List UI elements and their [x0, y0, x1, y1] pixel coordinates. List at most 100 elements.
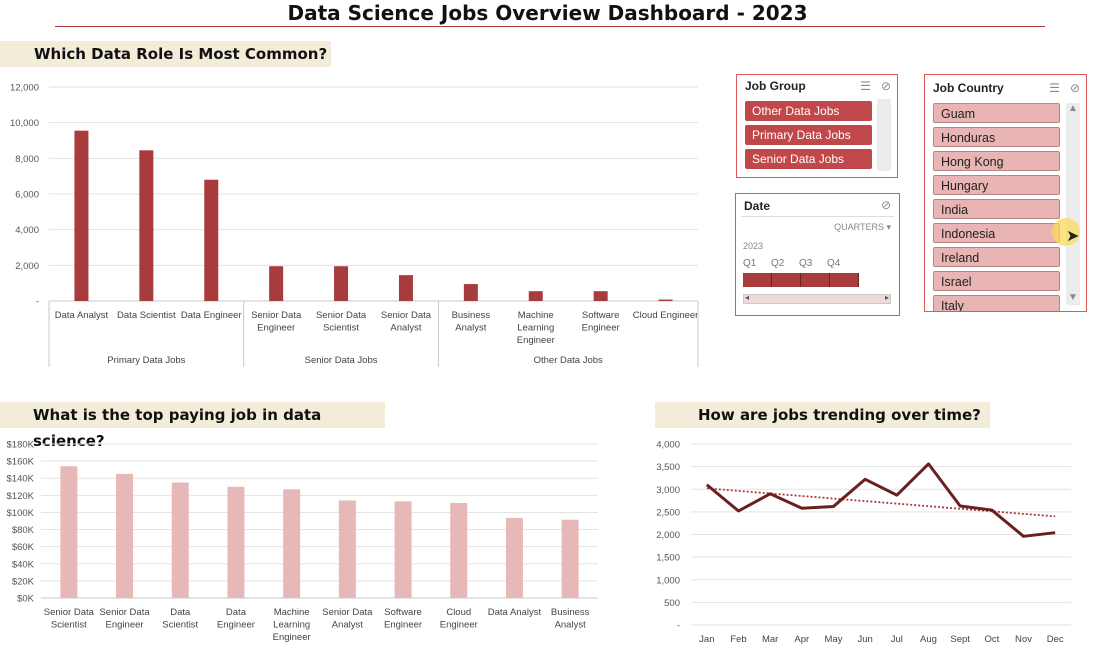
y-tick-label: $20K: [12, 576, 35, 587]
x-tick-label: Cloud Engineer: [633, 310, 699, 321]
y-tick-label: $0K: [17, 594, 35, 605]
y-tick-label: 8,000: [15, 154, 39, 165]
x-tick-label: Data Scientist: [117, 310, 176, 321]
y-tick-label: $140K: [7, 474, 35, 485]
bar: [450, 503, 468, 598]
x-tick-label: May: [825, 634, 843, 645]
x-tick-label: Learning: [273, 620, 310, 631]
x-tick-label: Analyst: [390, 323, 422, 334]
y-tick-label: 12,000: [10, 83, 39, 94]
job-group-slicer[interactable]: Job Group ☰ ⊘ Other Data Jobs Primary Da…: [736, 74, 898, 178]
x-tick-label: Data: [170, 607, 191, 618]
title-underline: [55, 26, 1045, 27]
x-tick-label: Engineer: [582, 323, 620, 334]
date-divider: [741, 216, 894, 217]
scroll-left-icon: ◂: [745, 293, 750, 302]
banner-trend: How are jobs trending over time?: [655, 402, 990, 428]
x-tick-label: Data Analyst: [488, 607, 542, 618]
multi-select-icon[interactable]: ☰: [1049, 81, 1060, 95]
bar: [60, 466, 78, 598]
job-group-item[interactable]: Other Data Jobs: [745, 101, 872, 121]
cursor-highlight: [1052, 218, 1080, 246]
bar: [139, 150, 154, 301]
multi-select-icon[interactable]: ☰: [860, 79, 871, 93]
timeline-scrollbar[interactable]: ◂ ▸: [743, 293, 891, 304]
y-tick-label: $120K: [7, 491, 35, 502]
y-tick-label: $80K: [12, 525, 35, 536]
timeline-selection-bar[interactable]: [743, 273, 859, 287]
bar: [171, 482, 189, 598]
x-tick-label: Software: [582, 310, 620, 321]
x-tick-label: Oct: [984, 634, 999, 645]
x-tick-label: Learning: [517, 323, 554, 334]
job-group-item[interactable]: Primary Data Jobs: [745, 125, 872, 145]
scroll-down-icon: ▼: [1068, 292, 1078, 303]
x-tick-label: Analyst: [455, 323, 487, 334]
timeline-year: 2023: [743, 241, 764, 251]
clear-filter-icon[interactable]: ⊘: [880, 198, 891, 212]
job-country-item[interactable]: Hungary: [933, 175, 1060, 195]
bar: [283, 489, 301, 598]
bar: [398, 275, 413, 301]
x-tick-label: Apr: [794, 634, 809, 645]
x-tick-label: Jul: [891, 634, 903, 645]
bar: [74, 130, 89, 301]
x-tick-label: Analyst: [555, 620, 587, 631]
y-tick-label: 10,000: [10, 118, 39, 129]
bar: [658, 299, 673, 301]
banner-most-common: Which Data Role Is Most Common?: [0, 41, 331, 67]
x-tick-label: Engineer: [517, 335, 555, 346]
clear-filter-icon[interactable]: ⊘: [880, 79, 891, 93]
x-tick-label: Senior Data: [251, 310, 302, 321]
x-tick-label: Feb: [730, 634, 746, 645]
job-country-item[interactable]: Israel: [933, 271, 1060, 291]
date-timeline-slicer[interactable]: Date ⊘ QUARTERS ▾ 2023 Q1 Q2 Q3 Q4 ◂ ▸: [735, 193, 900, 316]
x-tick-label: Data Engineer: [181, 310, 242, 321]
bar: [561, 519, 579, 598]
bar: [338, 500, 356, 598]
job-group-item[interactable]: Senior Data Jobs: [745, 149, 872, 169]
job-country-scrollbar[interactable]: ▲ ▼: [1066, 103, 1080, 305]
y-tick-label: 1,500: [656, 553, 680, 564]
job-country-item[interactable]: Indonesia: [933, 223, 1060, 243]
series-line: [705, 462, 1056, 538]
x-tick-label: Machine: [274, 607, 310, 618]
x-tick-label: Senior Data: [44, 607, 95, 618]
x-tick-label: Engineer: [106, 620, 144, 631]
mouse-cursor-icon: ➤: [1066, 228, 1080, 245]
chevron-down-icon: ▾: [886, 222, 891, 232]
x-tick-label: Scientist: [51, 620, 87, 631]
timeline-level-selector[interactable]: QUARTERS ▾: [834, 222, 891, 232]
group-label: Senior Data Jobs: [305, 355, 378, 366]
y-tick-label: 2,000: [656, 530, 680, 541]
job-country-slicer[interactable]: Job Country ☰ ⊘ Guam Honduras Hong Kong Hun…: [924, 74, 1087, 312]
job-country-item[interactable]: Hong Kong: [933, 151, 1060, 171]
x-tick-label: Jun: [858, 634, 873, 645]
job-country-item[interactable]: Guam: [933, 103, 1060, 123]
y-tick-label: -: [677, 621, 680, 632]
job-country-item[interactable]: Honduras: [933, 127, 1060, 147]
job-group-scrollbar[interactable]: [877, 99, 891, 171]
banner-top-paying: What is the top paying job in data scien…: [0, 402, 385, 450]
x-tick-label: Business: [551, 607, 590, 618]
x-tick-label: Cloud: [446, 607, 471, 618]
bar: [204, 179, 219, 301]
job-country-item[interactable]: India: [933, 199, 1060, 219]
y-tick-label: 3,500: [656, 462, 680, 473]
bar: [528, 291, 543, 301]
x-tick-label: Senior Data: [316, 310, 367, 321]
y-tick-label: -: [36, 297, 39, 308]
most-common-role-chart: - 2,000 4,000 6,000 8,000 10,000 12,000 Data An…: [10, 83, 699, 367]
bar: [334, 266, 349, 301]
job-country-item[interactable]: Ireland: [933, 247, 1060, 267]
x-tick-label: Engineer: [384, 620, 422, 631]
x-tick-label: Engineer: [217, 620, 255, 631]
clear-filter-icon[interactable]: ⊘: [1069, 81, 1080, 95]
x-tick-label: Senior Data: [381, 310, 432, 321]
y-tick-label: $40K: [12, 559, 35, 570]
x-tick-label: Engineer: [273, 632, 311, 643]
job-country-slicer-title: Job Country: [933, 81, 1004, 95]
job-country-item[interactable]: Italy: [933, 295, 1060, 311]
y-tick-label: 4,000: [656, 440, 680, 451]
y-tick-label: $100K: [7, 508, 35, 519]
